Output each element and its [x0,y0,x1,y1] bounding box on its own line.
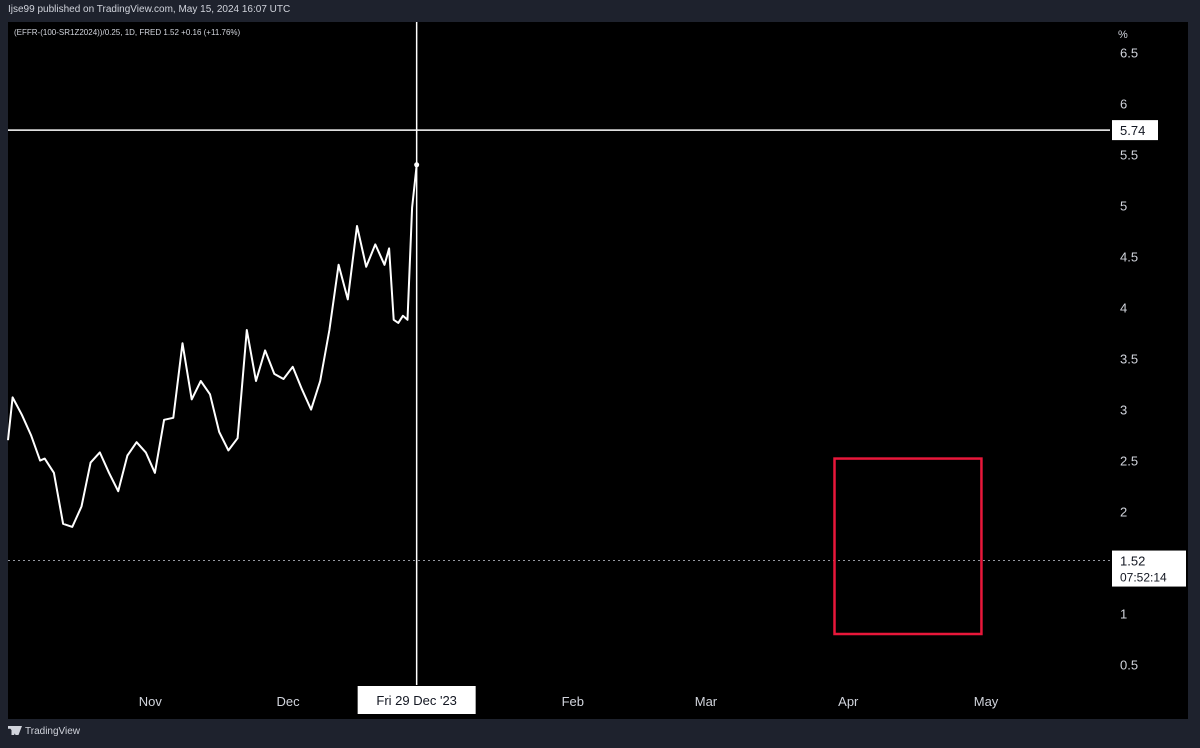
tradingview-footer: TradingView [8,726,80,737]
crosshair-date-label: Fri 29 Dec '23 [376,693,457,708]
y-tick-label: 6.5 [1120,46,1138,61]
y-axis-unit: % [1118,29,1128,41]
y-tick-label: 4 [1120,301,1127,316]
y-tick-label: 3.5 [1120,352,1138,367]
series-line [7,164,418,528]
y-tick-label: 6 [1120,97,1127,112]
crosshair-price-label: 5.74 [1120,123,1145,138]
x-tick-label: Dec [277,694,301,709]
y-tick-label: 3 [1120,403,1127,418]
time-axis[interactable] [8,685,1110,719]
x-tick-label: Apr [838,694,859,709]
chart-pane[interactable] [8,22,1110,685]
y-tick-label: 5.5 [1120,148,1138,163]
highlight-box [833,457,983,636]
x-tick-label: Mar [695,694,718,709]
last-price-tag [1112,550,1186,587]
last-price-label: 1.52 [1120,554,1145,569]
x-tick-label: Nov [139,694,163,709]
x-tick-label: May [974,694,999,709]
y-tick-label: 1 [1120,607,1127,622]
crosshair-date-tag [357,686,476,714]
axis-corner [1110,685,1188,719]
y-tick-label: 2 [1120,505,1127,520]
publish-header: Ijse99 published on TradingView.com, May… [0,0,1200,22]
y-tick-label: 5 [1120,199,1127,214]
bar-countdown: 07:52:14 [1120,571,1167,585]
y-tick-label: 4.5 [1120,250,1138,265]
symbol-legend[interactable]: (EFFR-(100-SR1Z2024))/0.25, 1D, FRED 1.5… [14,28,241,37]
footer-brand: TradingView [25,726,81,737]
x-tick-label: Feb [562,694,584,709]
y-tick-label: 0.5 [1120,658,1138,673]
publish-info: Ijse99 published on TradingView.com, May… [8,4,291,15]
y-tick-label: 2.5 [1120,454,1138,469]
crosshair-price-tag [1112,120,1158,141]
tradingview-logo-icon [8,726,22,735]
